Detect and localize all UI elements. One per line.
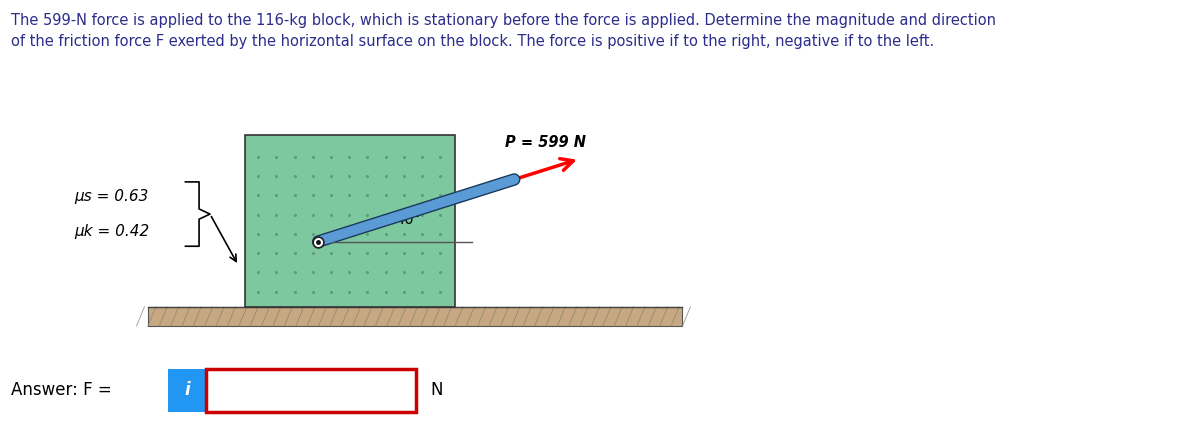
Text: N: N — [430, 381, 442, 399]
Text: i: i — [184, 381, 190, 399]
Bar — [168, 369, 205, 412]
Text: μk = 0.42: μk = 0.42 — [74, 224, 149, 239]
Text: P = 599 N: P = 599 N — [504, 135, 586, 150]
Text: 40°: 40° — [395, 211, 420, 227]
Bar — [245, 135, 455, 307]
Bar — [205, 369, 417, 412]
Bar — [148, 307, 682, 326]
Text: Answer: F =: Answer: F = — [11, 381, 118, 399]
Text: μs = 0.63: μs = 0.63 — [74, 190, 148, 204]
Text: The 599-N force is applied to the 116-kg block, which is stationary before the f: The 599-N force is applied to the 116-kg… — [11, 13, 997, 49]
